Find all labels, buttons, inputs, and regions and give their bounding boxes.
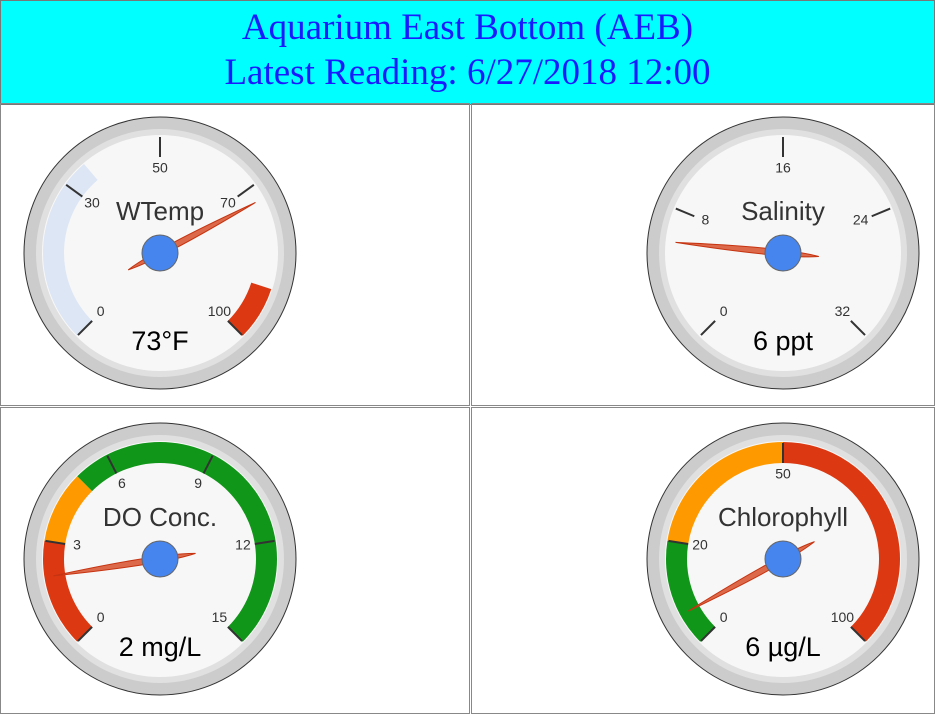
tick-mark: [65, 184, 83, 198]
tick-label: 50: [152, 160, 168, 176]
gauge-hub: [141, 540, 179, 578]
tick-mark: [871, 207, 891, 218]
gauge: 0 3 6 9 12 15 DO Conc. 2 mg/L: [23, 422, 297, 696]
tick-label: 70: [220, 194, 236, 210]
tick-mark: [45, 539, 66, 545]
tick-label: 9: [194, 475, 202, 491]
tick-mark: [106, 455, 118, 474]
tick-label: 0: [97, 609, 105, 625]
tick-label: 3: [73, 537, 81, 553]
gauge-hub: [141, 234, 179, 272]
tick-label: 12: [235, 537, 251, 553]
header: Aquarium East Bottom (AEB) Latest Readin…: [0, 0, 935, 105]
gauge-band: [43, 164, 98, 336]
tick-label: 0: [97, 303, 105, 319]
gauge-band: [666, 540, 716, 642]
tick-mark: [254, 539, 275, 545]
gauge-band: [77, 441, 277, 642]
gauge: 0 20 50 100 Chlorophyll 6 µg/L: [646, 422, 920, 696]
gauge: 0 8 16 24 32 Salinity 6 ppt: [646, 116, 920, 390]
gauge-band: [667, 442, 783, 544]
gauge-value-label: 6 µg/L: [745, 632, 821, 662]
gauge-hub: [764, 234, 802, 272]
gauge-title: DO Conc.: [103, 502, 217, 532]
tick-label: 16: [775, 160, 791, 176]
gauge-band: [44, 476, 93, 544]
gauge-title: Chlorophyll: [718, 502, 848, 532]
tick-mark: [850, 320, 866, 336]
tick-mark: [700, 320, 716, 336]
gauge: 0 30 50 70 100 WTemp 73°F: [23, 116, 297, 390]
gauge-title: Salinity: [741, 196, 825, 226]
gauge-hub: [764, 540, 802, 578]
subtitle: Latest Reading: 6/27/2018 12:00: [224, 52, 711, 93]
tick-label: 50: [775, 466, 791, 482]
tick-mark: [675, 207, 695, 218]
tick-label: 100: [208, 303, 232, 319]
tick-mark: [202, 455, 214, 474]
tick-label: 0: [720, 303, 728, 319]
gauge-band: [227, 282, 272, 336]
tick-mark: [227, 626, 243, 642]
gauge-band: [42, 540, 93, 642]
tick-mark: [77, 626, 93, 642]
tick-mark: [227, 320, 243, 336]
tick-mark: [850, 626, 866, 642]
tick-label: 30: [84, 194, 100, 210]
gauge-title: WTemp: [116, 196, 204, 226]
gauge-value-label: 2 mg/L: [119, 632, 202, 662]
tick-label: 20: [692, 537, 708, 553]
gauge-value-label: 6 ppt: [753, 326, 814, 356]
tick-label: 32: [835, 303, 851, 319]
cell: [0, 103, 470, 406]
title: Aquarium East Bottom (AEB): [241, 7, 694, 48]
tick-mark: [77, 320, 93, 336]
tick-label: 100: [831, 609, 855, 625]
tick-mark: [237, 184, 255, 198]
tick-mark: [700, 626, 716, 642]
gauge-value-label: 73°F: [131, 326, 188, 356]
tick-mark: [668, 539, 689, 545]
tick-label: 6: [118, 475, 126, 491]
tick-label: 15: [212, 609, 228, 625]
gauge-band: [783, 442, 901, 642]
tick-label: 24: [853, 212, 869, 228]
tick-label: 0: [720, 609, 728, 625]
tick-label: 8: [701, 212, 709, 228]
